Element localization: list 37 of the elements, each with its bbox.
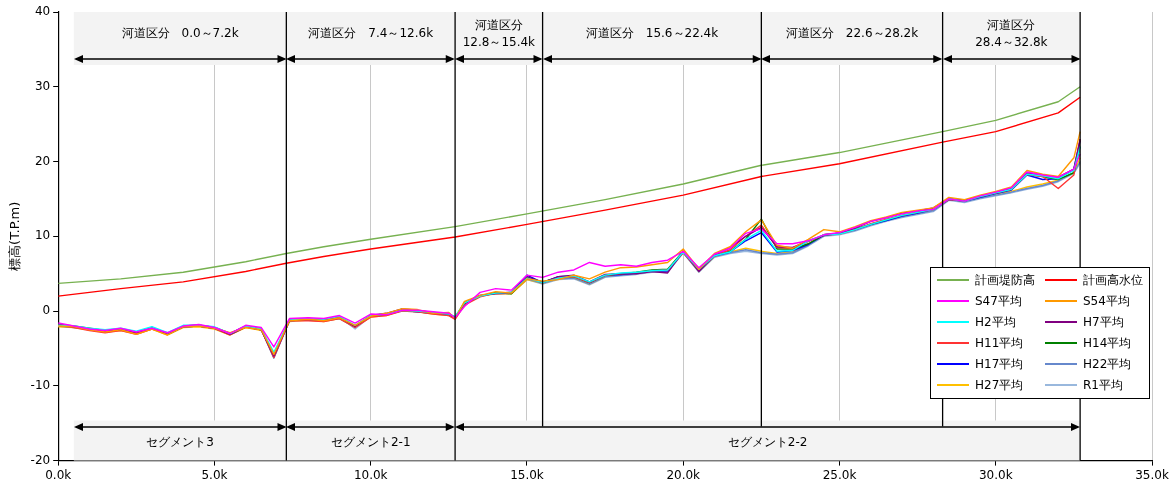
legend-label: 計画堤防高 (975, 271, 1035, 289)
band-label: セグメント2-2 (727, 434, 808, 449)
legend-label: S47平均 (975, 292, 1022, 310)
x-tick-label: 20.0k (666, 467, 701, 482)
x-tick-label: 10.0k (353, 467, 388, 482)
x-tick-label: 35.0k (1135, 467, 1169, 482)
y-tick-label: 30 (34, 78, 51, 93)
band-label: 河道区分 28.4～32.8k (975, 18, 1048, 50)
x-tick-label: 30.0k (978, 467, 1013, 482)
x-tick-label: 15.0k (510, 467, 544, 482)
legend-label: S54平均 (1083, 292, 1130, 310)
y-axis-title: 標高(T.P.m) (7, 201, 23, 271)
band-label: 河道区分 12.8～15.4k (462, 18, 536, 50)
y-tick-label: -10 (30, 377, 51, 392)
legend-label: H14平均 (1083, 334, 1132, 352)
y-tick-label: 20 (34, 153, 51, 168)
band-label: 河道区分 7.4～12.6k (308, 26, 434, 41)
y-tick-label: 10 (34, 228, 51, 243)
x-tick-label: 0.0k (45, 467, 72, 482)
band-label: セグメント2-1 (330, 434, 411, 449)
band-label: 河道区分 0.0～7.2k (121, 26, 239, 41)
legend-label: H7平均 (1083, 313, 1124, 331)
legend-label: 計画高水位 (1083, 271, 1143, 289)
legend-label: H17平均 (975, 355, 1024, 373)
band-label: 河道区分 15.6～22.4k (585, 26, 719, 41)
x-tick-label: 5.0k (201, 467, 228, 482)
x-tick-label: 25.0k (822, 467, 857, 482)
legend-label: H22平均 (1083, 355, 1132, 373)
legend-label: H11平均 (975, 334, 1024, 352)
legend-label: H2平均 (975, 313, 1016, 331)
legend-label: H27平均 (975, 376, 1024, 394)
y-tick-label: 40 (34, 4, 51, 19)
band-label: 河道区分 22.6～28.2k (785, 26, 919, 41)
band-label: セグメント3 (146, 434, 214, 449)
legend-label: R1平均 (1083, 376, 1123, 394)
y-tick-label: 0 (42, 303, 51, 318)
y-tick-label: -20 (30, 452, 51, 467)
